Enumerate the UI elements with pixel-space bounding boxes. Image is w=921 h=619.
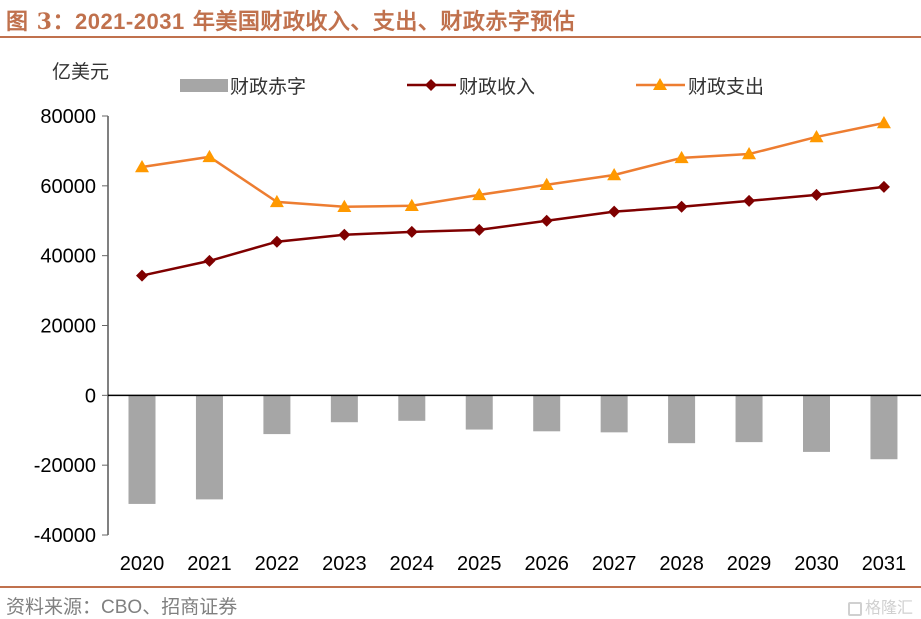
bar-deficit-2022	[263, 395, 291, 435]
marker-revenue-2021	[203, 254, 216, 267]
x-tick-label: 2023	[322, 553, 367, 575]
y-axis: 80000 60000 40000 20000 0 -20000 -40000	[34, 106, 109, 547]
marker-spending-2028	[674, 150, 689, 164]
bar-series-deficit	[128, 395, 898, 504]
bar-deficit-2020	[128, 395, 156, 504]
y-tick-label: 60000	[40, 176, 96, 198]
bar-deficit-2026	[533, 395, 561, 432]
marker-revenue-2022	[270, 235, 283, 248]
source-note: 资料来源：CBO、招商证券	[6, 592, 237, 619]
y-axis-unit-label: 亿美元	[52, 61, 109, 83]
x-tick-label: 2021	[187, 553, 232, 575]
watermark-logo-icon	[847, 602, 862, 616]
bar-deficit-2029	[735, 395, 763, 443]
bar-deficit-2025	[465, 395, 493, 430]
bar-deficit-2030	[803, 395, 830, 452]
x-tick-label: 2025	[457, 553, 502, 575]
source-prefix: 资料来源：	[6, 596, 102, 618]
line-spending	[141, 121, 885, 209]
source-suffix: 、招商证券	[142, 596, 238, 618]
x-tick-label: 2028	[659, 553, 704, 575]
x-tick-label: 2024	[390, 553, 435, 575]
bar-deficit-2027	[600, 395, 628, 433]
marker-spending-2031	[876, 115, 891, 129]
bar-deficit-2021	[195, 395, 223, 500]
marker-spending-2027	[607, 168, 622, 181]
marker-revenue-2031	[877, 180, 890, 193]
y-tick-label: 80000	[40, 106, 96, 128]
legend-diamond-icon	[425, 79, 437, 91]
line-series	[135, 115, 891, 282]
marker-revenue-2026	[540, 214, 553, 227]
marker-spending-2025	[472, 187, 487, 201]
marker-spending-2023	[337, 199, 352, 213]
bar-deficit-2023	[330, 395, 358, 423]
marker-spending-2021	[202, 149, 217, 163]
legend-label-spending: 财政支出	[688, 76, 764, 98]
legend-swatch-deficit	[180, 79, 228, 92]
figure-title: 图 3：2021-2031 年美国财政收入、支出、财政赤字预估	[6, 4, 575, 36]
y-tick-label: 0	[85, 385, 96, 407]
marker-revenue-2027	[608, 205, 621, 218]
bar-deficit-2024	[398, 395, 426, 421]
marker-spending-2030	[809, 129, 824, 143]
y-tick-label: 20000	[40, 316, 96, 338]
figure-title-suffix: 年美国财政收入、支出、财政赤字预估	[184, 9, 576, 35]
marker-spending-2024	[404, 198, 419, 211]
marker-revenue-2029	[743, 194, 756, 207]
x-tick-label: 2027	[592, 553, 637, 575]
bar-deficit-2028	[668, 395, 696, 444]
y-tick-label: 40000	[40, 246, 96, 268]
y-tick-label: -40000	[34, 525, 96, 547]
watermark-text: 格隆汇	[864, 598, 913, 617]
legend-label-revenue: 财政收入	[459, 76, 535, 98]
marker-revenue-2020	[136, 269, 148, 282]
x-tick-label: 2026	[524, 553, 569, 575]
bar-deficit-2031	[870, 395, 898, 460]
figure-title-prefix: 图 3：	[6, 9, 75, 35]
watermark: 格隆汇	[847, 594, 913, 618]
marker-revenue-2024	[405, 225, 418, 238]
legend: 财政赤字 财政收入 财政支出	[180, 76, 764, 98]
footer-divider	[0, 586, 921, 588]
marker-spending-2029	[742, 147, 757, 160]
figure-title-years: 2021-2031	[74, 9, 185, 34]
marker-spending-2022	[269, 194, 284, 208]
marker-spending-2020	[135, 159, 149, 173]
x-axis: 2020 2021 2022 2023 2024 2025 2026 2027 2028 2029…	[120, 553, 906, 575]
x-tick-label: 2022	[255, 553, 300, 575]
marker-revenue-2028	[675, 200, 688, 213]
x-tick-label: 2029	[727, 553, 772, 575]
x-tick-label: 2020	[120, 553, 165, 575]
legend-triangle-icon	[653, 78, 667, 90]
y-tick-label: -20000	[34, 455, 96, 477]
title-divider	[0, 36, 921, 38]
marker-revenue-2023	[338, 228, 351, 241]
legend-label-deficit: 财政赤字	[230, 76, 306, 98]
marker-revenue-2030	[810, 188, 823, 201]
source-cbo: CBO	[101, 597, 143, 618]
marker-spending-2026	[539, 177, 554, 191]
chart: 亿美元 财政赤字 财政收入 财政支出 80000 60000 40000 20000 0 -2…	[34, 61, 921, 575]
x-tick-label: 2030	[794, 553, 839, 575]
line-revenue	[141, 185, 885, 277]
marker-revenue-2025	[473, 223, 486, 236]
x-tick-label: 2031	[862, 553, 907, 575]
